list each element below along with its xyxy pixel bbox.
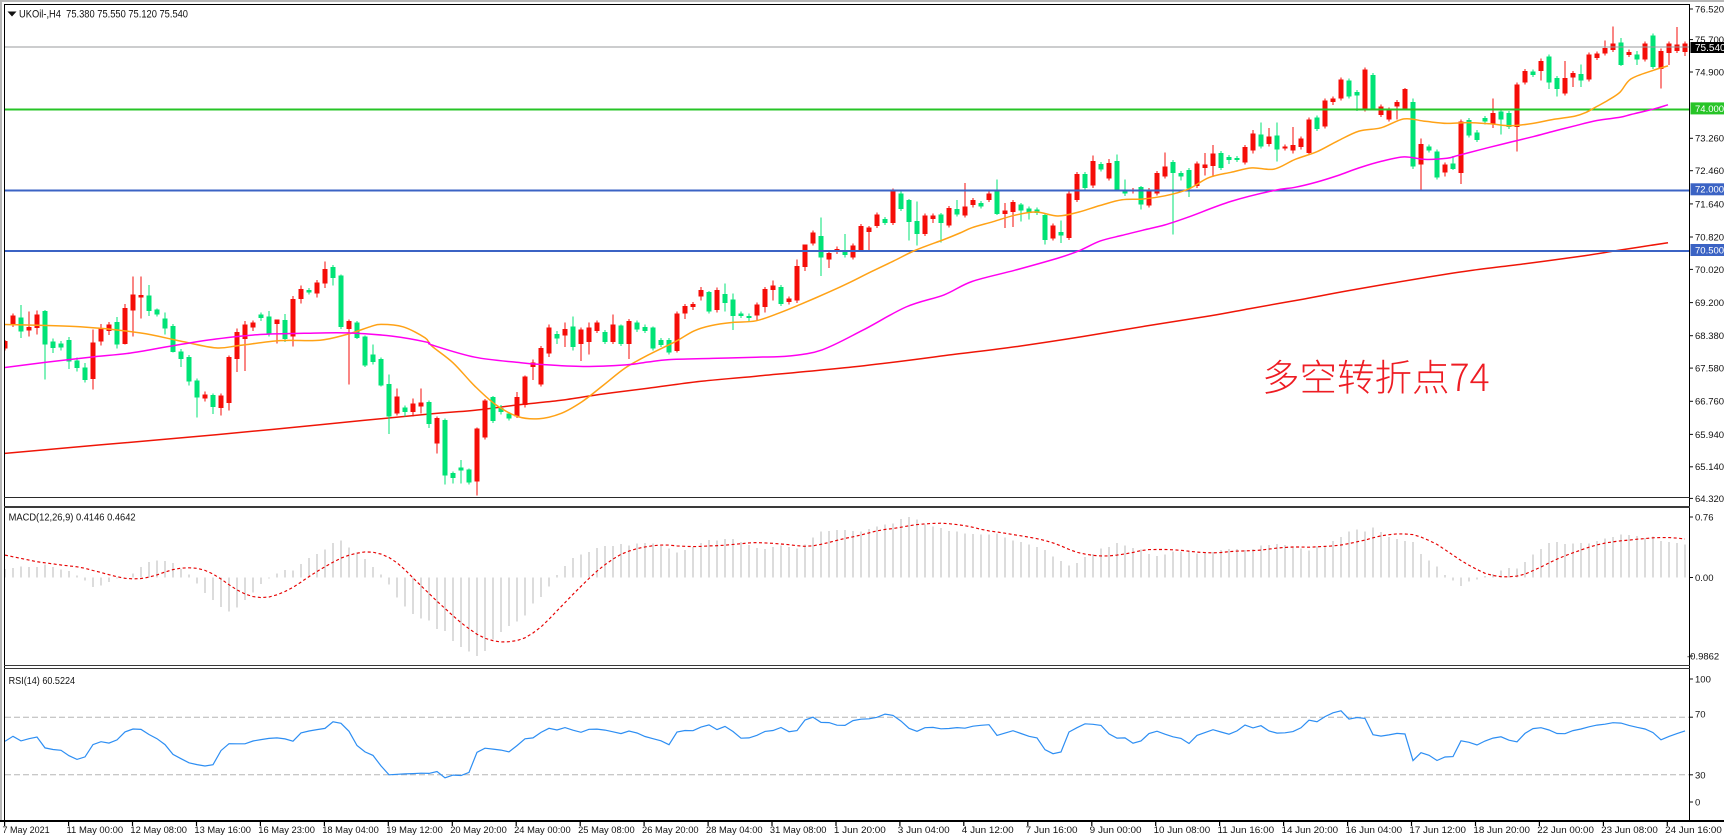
svg-text:74.900: 74.900: [1695, 67, 1724, 78]
svg-text:70.820: 70.820: [1695, 232, 1724, 243]
svg-text:76.520: 76.520: [1695, 4, 1724, 15]
svg-text:4 Jun 12:00: 4 Jun 12:00: [962, 825, 1014, 836]
svg-text:65.140: 65.140: [1695, 462, 1724, 473]
svg-text:0: 0: [1695, 797, 1700, 808]
svg-text:71.640: 71.640: [1695, 199, 1724, 210]
svg-text:9 Jun 00:00: 9 Jun 00:00: [1090, 825, 1142, 836]
svg-text:20 May 20:00: 20 May 20:00: [450, 825, 507, 836]
svg-text:16 Jun 04:00: 16 Jun 04:00: [1346, 825, 1403, 836]
svg-text:14 Jun 20:00: 14 Jun 20:00: [1282, 825, 1339, 836]
svg-text:23 Jun 08:00: 23 Jun 08:00: [1601, 825, 1658, 836]
svg-text:10 Jun 08:00: 10 Jun 08:00: [1154, 825, 1211, 836]
svg-text:69.200: 69.200: [1695, 298, 1724, 309]
svg-text:31 May 08:00: 31 May 08:00: [770, 825, 827, 836]
svg-text:17 Jun 12:00: 17 Jun 12:00: [1409, 825, 1466, 836]
svg-text:28 May 04:00: 28 May 04:00: [706, 825, 763, 836]
svg-text:24 Jun 16:00: 24 Jun 16:00: [1665, 825, 1722, 836]
svg-text:64.320: 64.320: [1695, 494, 1724, 505]
svg-text:7 Jun 16:00: 7 Jun 16:00: [1026, 825, 1078, 836]
svg-text:67.580: 67.580: [1695, 364, 1724, 375]
svg-text:73.260: 73.260: [1695, 134, 1724, 145]
svg-text:16 May 23:00: 16 May 23:00: [258, 825, 315, 836]
svg-text:72.460: 72.460: [1695, 166, 1724, 177]
svg-text:74.000: 74.000: [1695, 104, 1724, 115]
svg-text:100: 100: [1695, 674, 1711, 685]
svg-text:75.700: 75.700: [1695, 35, 1724, 46]
svg-text:72.000: 72.000: [1695, 185, 1724, 196]
svg-text:19 May 12:00: 19 May 12:00: [386, 825, 443, 836]
svg-text:-0.9862: -0.9862: [1687, 651, 1719, 662]
svg-text:13 May 16:00: 13 May 16:00: [194, 825, 251, 836]
svg-text:12 May 08:00: 12 May 08:00: [130, 825, 187, 836]
svg-text:0.00: 0.00: [1695, 573, 1714, 584]
svg-text:7 May 2021: 7 May 2021: [3, 825, 50, 836]
svg-text:70: 70: [1695, 709, 1706, 720]
svg-text:MACD(12,26,9) 0.4146 0.4642: MACD(12,26,9) 0.4146 0.4642: [9, 513, 136, 524]
svg-text:1 Jun 20:00: 1 Jun 20:00: [834, 825, 886, 836]
svg-text:65.940: 65.940: [1695, 430, 1724, 441]
svg-text:11 May 00:00: 11 May 00:00: [67, 825, 124, 836]
svg-text:18 Jun 20:00: 18 Jun 20:00: [1473, 825, 1530, 836]
svg-text:25 May 08:00: 25 May 08:00: [578, 825, 635, 836]
svg-text:11 Jun 16:00: 11 Jun 16:00: [1218, 825, 1275, 836]
svg-text:24 May 00:00: 24 May 00:00: [514, 825, 571, 836]
svg-text:0.76: 0.76: [1695, 512, 1714, 523]
svg-text:RSI(14) 60.5224: RSI(14) 60.5224: [9, 676, 76, 687]
svg-text:70.500: 70.500: [1695, 245, 1724, 256]
svg-text:30: 30: [1695, 770, 1706, 781]
svg-text:75.540: 75.540: [1695, 43, 1724, 54]
svg-text:22 Jun 00:00: 22 Jun 00:00: [1537, 825, 1594, 836]
svg-text:66.760: 66.760: [1695, 397, 1724, 408]
svg-text:18 May 04:00: 18 May 04:00: [322, 825, 379, 836]
svg-text:70.020: 70.020: [1695, 265, 1724, 276]
svg-text:26 May 20:00: 26 May 20:00: [642, 825, 699, 836]
svg-text:3 Jun 04:00: 3 Jun 04:00: [898, 825, 950, 836]
svg-text:68.380: 68.380: [1695, 331, 1724, 342]
svg-text:UKOil-,H4 75.380 75.550 75.12: UKOil-,H4 75.380 75.550 75.120 75.540: [19, 9, 188, 21]
